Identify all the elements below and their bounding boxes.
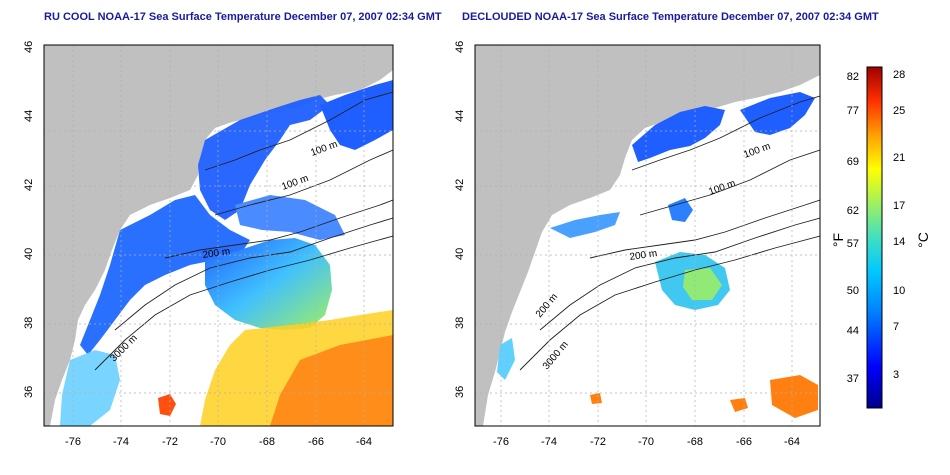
colorbar-celsius-label: °C [915,232,931,248]
svg-text:-74: -74 [113,436,129,448]
svg-text:-68: -68 [687,436,703,448]
left-lat-axis: 46 44 42 40 38 36 [23,41,35,398]
colorbar: 82 77 69 62 57 50 44 37 28 25 21 17 14 1… [830,66,931,409]
svg-text:-74: -74 [541,436,557,448]
svg-text:3: 3 [893,369,899,381]
svg-text:-70: -70 [638,436,654,448]
left-land [44,45,393,426]
right-land [475,45,820,426]
svg-text:62: 62 [847,205,859,217]
svg-text:17: 17 [893,200,905,212]
svg-text:44: 44 [454,110,466,122]
svg-text:28: 28 [893,69,905,81]
svg-text:37: 37 [847,373,859,385]
svg-text:-64: -64 [784,436,800,448]
colorbar-fahrenheit-label: °F [830,233,846,247]
right-contour-label: 200 m [629,248,658,263]
svg-text:-64: -64 [356,436,372,448]
svg-text:-70: -70 [210,436,226,448]
svg-text:-66: -66 [736,436,752,448]
right-lat-axis: 46 44 42 40 38 36 [454,41,466,398]
left-lon-axis: -76 -74 -72 -70 -68 -66 -64 [65,436,372,448]
svg-text:14: 14 [893,236,905,248]
svg-text:42: 42 [454,179,466,191]
svg-text:25: 25 [893,105,905,117]
colorbar-celsius-ticks: 28 25 21 17 14 10 7 3 [893,69,905,381]
svg-text:82: 82 [847,71,859,83]
svg-text:40: 40 [454,248,466,260]
svg-text:-76: -76 [65,436,81,448]
svg-text:42: 42 [23,179,35,191]
svg-text:46: 46 [23,41,35,53]
svg-text:-68: -68 [259,436,275,448]
svg-text:57: 57 [847,238,859,250]
svg-text:10: 10 [893,285,905,297]
svg-text:-66: -66 [308,436,324,448]
svg-text:-72: -72 [162,436,178,448]
svg-text:21: 21 [893,152,905,164]
left-map-title: RU COOL NOAA-17 Sea Surface Temperature … [44,11,442,23]
svg-text:69: 69 [847,156,859,168]
left-map: 100 m 100 m 200 m 3000 m [43,44,394,427]
left-contour-label: 200 m [202,246,231,261]
colorbar-fahrenheit-ticks: 82 77 69 62 57 50 44 37 [847,71,859,385]
svg-text:7: 7 [893,321,899,333]
svg-text:50: 50 [847,285,859,297]
svg-text:38: 38 [454,317,466,329]
right-map-title: DECLOUDED NOAA-17 Sea Surface Temperatur… [462,11,879,23]
svg-text:44: 44 [847,325,859,337]
svg-text:38: 38 [23,317,35,329]
svg-text:36: 36 [454,386,466,398]
svg-text:-76: -76 [493,436,509,448]
svg-text:36: 36 [23,386,35,398]
svg-text:46: 46 [454,41,466,53]
svg-text:77: 77 [847,105,859,117]
svg-text:44: 44 [23,110,35,122]
right-lon-axis: -76 -74 -72 -70 -68 -66 -64 [493,436,800,448]
svg-text:40: 40 [23,248,35,260]
svg-text:-72: -72 [590,436,606,448]
right-map: 100 m 100 m 200 m 200 m 3000 m [474,44,821,427]
